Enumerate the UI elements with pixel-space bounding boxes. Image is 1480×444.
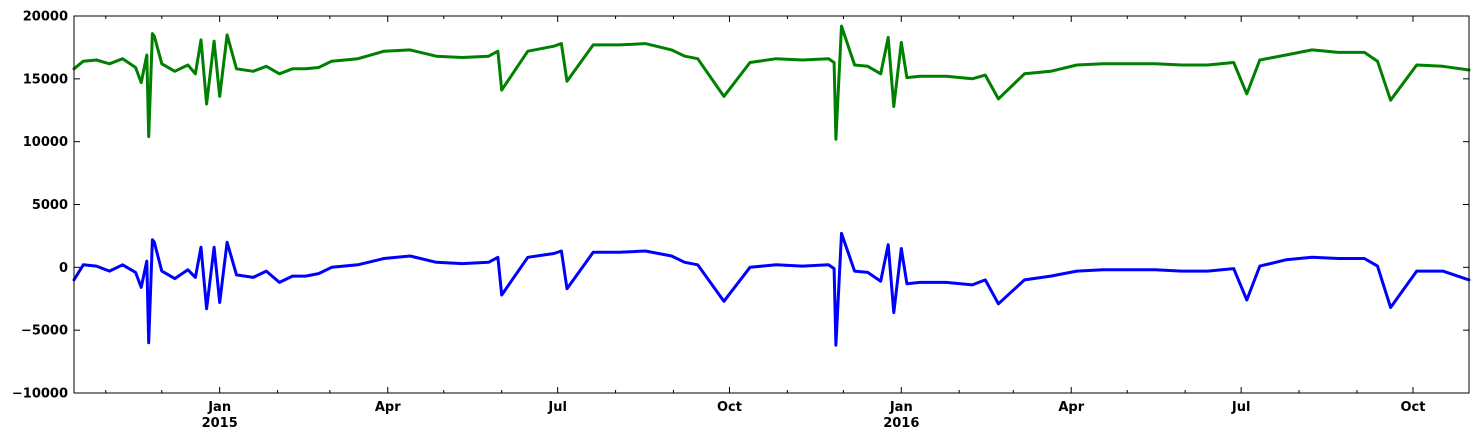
series-line-0 [72,24,1471,141]
x-tick-label: Apr [375,400,401,415]
x-tick-label: Jul [1231,400,1251,415]
series-layer [72,24,1471,347]
y-tick-label: 15000 [23,72,68,87]
x-tick-year-label: 2016 [883,416,919,431]
y-tick-label: 10000 [23,135,68,150]
x-tick-label: Jan [207,400,231,415]
x-tick-year-label: 2015 [202,416,238,431]
x-tick-label: Jul [547,400,567,415]
x-tick-label: Jan [889,400,913,415]
x-tick-label: Oct [1400,400,1425,415]
y-tick-label: −10000 [12,387,68,402]
x-tick-label: Apr [1058,400,1084,415]
y-tick-label: 20000 [23,10,68,25]
x-tick-label: Oct [717,400,742,415]
series-line-1 [72,231,1471,347]
y-tick-label: −5000 [21,324,68,339]
y-tick-label: 5000 [32,198,68,213]
plot-frame [73,15,1470,394]
tick-label-layer: −10000−500005000100001500020000Jan2015Ap… [12,10,1426,432]
y-tick-label: 0 [59,261,68,276]
